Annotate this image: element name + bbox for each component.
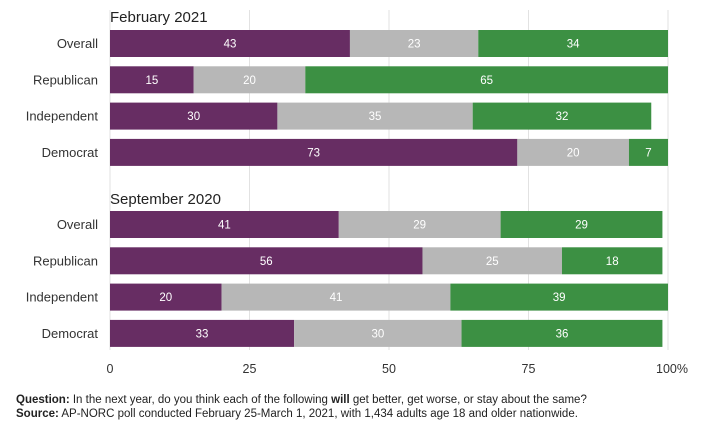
question-text-bold: will xyxy=(331,394,350,406)
data-label: 35 xyxy=(369,111,382,123)
data-label: 43 xyxy=(224,39,237,51)
question-text-post: get better, get worse, or stay about the… xyxy=(349,394,587,406)
bar-same xyxy=(349,30,479,57)
data-label: 41 xyxy=(330,292,343,304)
legend-label-same: Same xyxy=(345,0,379,3)
category-label: Overall xyxy=(57,217,98,232)
bar-better xyxy=(110,66,194,94)
group-title: February 2021 xyxy=(110,9,208,26)
data-label: 56 xyxy=(260,256,273,268)
bar-worse xyxy=(478,30,668,57)
data-label: 39 xyxy=(553,292,566,304)
category-label: Democrat xyxy=(42,145,99,160)
bar-worse xyxy=(305,66,668,94)
bar-worse xyxy=(472,102,652,130)
group-1: September 2020 Overall 41 29 29 Republican 56 2… xyxy=(26,191,668,347)
data-label: 20 xyxy=(567,147,580,159)
x-tick-label: 25 xyxy=(243,362,257,376)
bar-better xyxy=(110,30,350,57)
legend-label-worse: Worse xyxy=(410,0,447,3)
bar-worse xyxy=(450,283,668,311)
bar-same xyxy=(193,66,306,94)
data-label: 7 xyxy=(645,147,651,159)
data-label: 20 xyxy=(159,292,172,304)
x-tick-label: 0 xyxy=(107,362,114,376)
bar-better xyxy=(110,247,423,275)
data-label: 33 xyxy=(196,328,209,340)
data-label: 25 xyxy=(486,256,499,268)
bar-same xyxy=(517,138,629,166)
bar-same xyxy=(422,247,562,275)
group-0: February 2021 Overall 43 23 34 Republican 15 20… xyxy=(26,9,668,166)
source-note: Source: AP-NORC poll conducted February … xyxy=(16,407,578,421)
data-label: 65 xyxy=(480,75,493,87)
bar-groups: February 2021 Overall 43 23 34 Republican 15 20… xyxy=(26,9,668,347)
category-label: Independent xyxy=(26,290,99,305)
source-text: AP-NORC poll conducted February 25-March… xyxy=(58,408,578,420)
bar-same xyxy=(277,102,473,130)
x-tick-label: 100% xyxy=(656,362,688,376)
bar-better xyxy=(110,211,339,238)
bar-worse xyxy=(500,211,663,238)
data-label: 30 xyxy=(187,111,200,123)
data-label: 18 xyxy=(606,256,619,268)
category-label: Democrat xyxy=(42,326,99,341)
bar-better xyxy=(110,283,222,311)
bar-worse xyxy=(461,319,663,347)
group-title: September 2020 xyxy=(110,191,221,208)
legend-label-better: Better xyxy=(283,0,318,3)
category-label: Independent xyxy=(26,109,99,124)
data-label: 29 xyxy=(413,220,426,232)
question-note: Question: In the next year, do you think… xyxy=(16,393,587,407)
data-label: 23 xyxy=(408,39,421,51)
bar-same xyxy=(338,211,501,238)
bar-worse xyxy=(628,138,668,166)
data-label: 36 xyxy=(556,328,569,340)
x-axis: 0 25 50 75 100% xyxy=(107,362,688,376)
data-label: 15 xyxy=(145,75,158,87)
data-label: 34 xyxy=(567,39,580,51)
question-label: Question: xyxy=(16,394,70,406)
bar-same xyxy=(221,283,451,311)
data-label: 73 xyxy=(307,147,320,159)
stacked-bar-chart: Better Same Worse February 2021 Overall 43 23… xyxy=(26,0,688,376)
category-label: Republican xyxy=(33,253,98,268)
bar-better xyxy=(110,319,295,347)
category-label: Republican xyxy=(33,72,98,87)
legend: Better Same Worse xyxy=(283,0,447,3)
data-label: 41 xyxy=(218,220,231,232)
source-label: Source: xyxy=(16,408,59,420)
question-text-pre: In the next year, do you think each of t… xyxy=(69,394,332,406)
bar-better xyxy=(110,102,278,130)
data-label: 20 xyxy=(243,75,256,87)
category-label: Overall xyxy=(57,36,98,51)
bar-worse xyxy=(561,247,663,275)
bar-same xyxy=(294,319,462,347)
x-tick-label: 50 xyxy=(382,362,396,376)
bar-better xyxy=(110,138,518,166)
data-label: 29 xyxy=(575,220,588,232)
x-tick-label: 75 xyxy=(522,362,536,376)
data-label: 32 xyxy=(556,111,569,123)
data-label: 30 xyxy=(371,328,384,340)
